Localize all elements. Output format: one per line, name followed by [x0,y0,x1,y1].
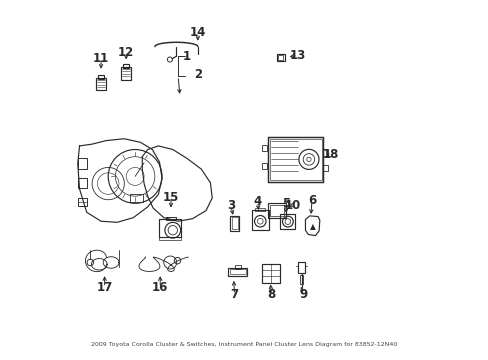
Text: 13: 13 [289,49,305,62]
Text: 2009 Toyota Corolla Cluster & Switches, Instrument Panel Cluster Lens Diagram fo: 2009 Toyota Corolla Cluster & Switches, … [91,342,397,347]
Text: 8: 8 [267,288,275,301]
Text: 12: 12 [118,46,134,59]
Text: 17: 17 [96,281,113,294]
Text: 6: 6 [307,194,315,207]
Text: 18: 18 [322,148,338,161]
Text: 5: 5 [281,197,289,210]
Text: 14: 14 [189,27,205,40]
Text: 9: 9 [299,288,307,301]
Text: 1: 1 [183,50,191,63]
Text: 15: 15 [163,191,179,204]
Text: 3: 3 [226,199,234,212]
Text: ▲: ▲ [309,222,315,231]
Text: 10: 10 [284,199,300,212]
Text: 11: 11 [93,51,109,64]
Text: 7: 7 [230,288,238,301]
Text: 16: 16 [152,281,168,294]
Text: 2: 2 [193,68,202,81]
Text: 4: 4 [253,195,262,208]
